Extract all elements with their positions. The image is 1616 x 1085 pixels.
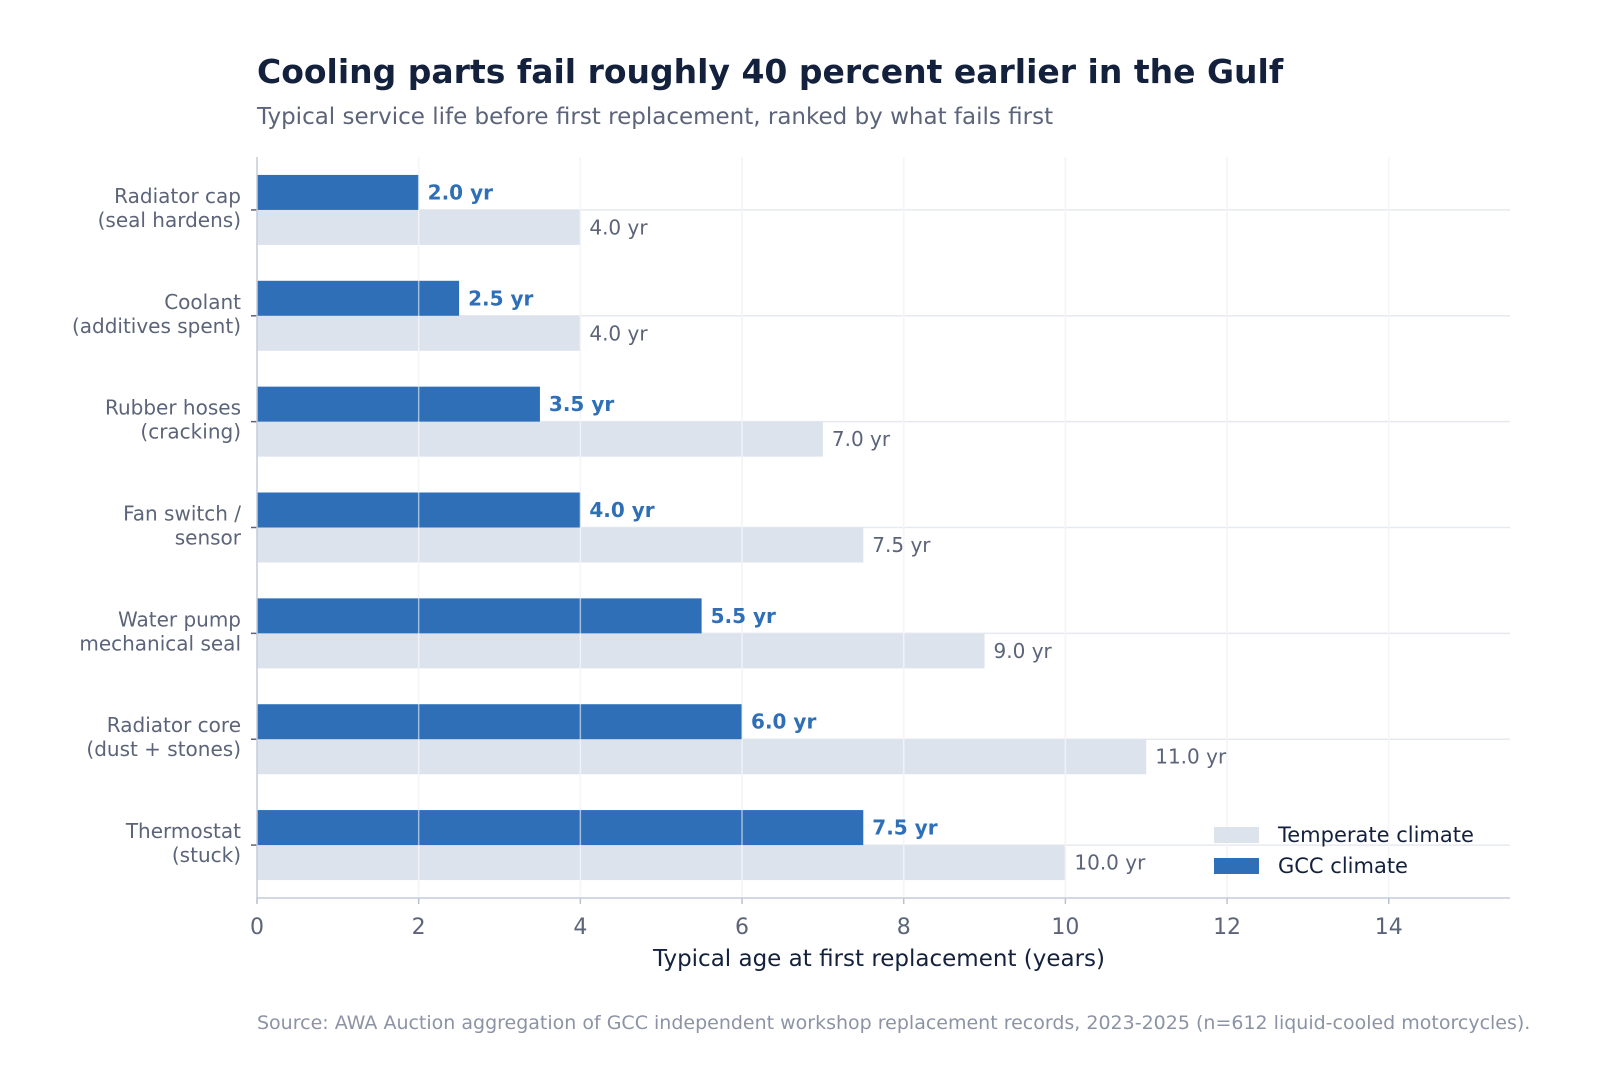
x-tick-label: 4 (573, 915, 587, 940)
category-label: Fan switch / sensor (123, 502, 242, 550)
x-tick-label: 6 (735, 915, 749, 940)
category-label: Radiator cap (seal hardens) (98, 184, 241, 232)
bar-temperate (257, 527, 864, 563)
x-axis-ticks: 0 2 4 6 8 10 12 14 (250, 915, 1403, 940)
chart-subtitle: Typical service life before first replac… (257, 104, 1054, 130)
bar-temperate (257, 739, 1147, 775)
bar-temperate (257, 633, 985, 669)
bar-gcc (257, 174, 419, 210)
bar-gcc (257, 280, 460, 316)
x-tick-label: 14 (1375, 915, 1403, 940)
legend: Temperate climate GCC climate (1214, 823, 1474, 878)
chart-title: Cooling parts fail roughly 40 percent ea… (257, 52, 1284, 91)
legend-label: GCC climate (1278, 854, 1408, 878)
axes (251, 157, 1510, 904)
bar-gcc (257, 598, 702, 634)
data-labels: 4.0 yr 2.0 yr 4.0 yr 2.5 yr 7.0 yr 3.5 yr 7.5 … (428, 180, 1227, 874)
bar-gcc (257, 386, 540, 422)
source-note: Source: AWA Auction aggregation of GCC i… (257, 1012, 1531, 1034)
category-label: Rubber hoses (cracking) (105, 396, 241, 444)
data-label-gcc: 7.5 yr (872, 816, 937, 840)
x-axis-label: Typical age at first replacement (years) (652, 946, 1105, 972)
data-label-gcc: 2.0 yr (428, 180, 493, 204)
data-label-temperate: 4.0 yr (589, 321, 648, 345)
bar-gcc (257, 810, 864, 846)
category-label: Thermostat (stuck) (125, 819, 241, 867)
y-axis-categories: Radiator cap (seal hardens) Coolant (additi… (72, 184, 242, 867)
data-label-temperate: 10.0 yr (1074, 851, 1146, 875)
x-tick-label: 10 (1051, 915, 1079, 940)
category-label: Radiator core (dust + stones) (86, 713, 241, 761)
data-label-gcc: 3.5 yr (549, 392, 614, 416)
data-label-gcc: 6.0 yr (751, 710, 816, 734)
data-label-temperate: 11.0 yr (1155, 745, 1227, 769)
data-label-gcc: 2.5 yr (468, 286, 533, 310)
x-tick-label: 0 (250, 915, 264, 940)
data-label-gcc: 5.5 yr (711, 604, 776, 628)
x-tick-label: 8 (897, 915, 911, 940)
bars (257, 157, 1390, 898)
bar-temperate (257, 421, 823, 457)
data-label-temperate: 7.0 yr (832, 427, 891, 451)
legend-label: Temperate climate (1277, 823, 1474, 847)
legend-swatch (1214, 858, 1259, 874)
data-label-gcc: 4.0 yr (589, 498, 654, 522)
x-tick-label: 2 (412, 915, 426, 940)
x-tick-label: 12 (1213, 915, 1241, 940)
data-label-temperate: 9.0 yr (994, 639, 1053, 663)
bar-temperate (257, 845, 1066, 881)
category-label: Coolant (additives spent) (72, 290, 241, 338)
bar-gcc (257, 704, 743, 740)
legend-swatch (1214, 827, 1259, 843)
data-label-temperate: 4.0 yr (589, 215, 648, 239)
category-label: Water pump mechanical seal (79, 607, 241, 655)
data-label-temperate: 7.5 yr (872, 533, 931, 557)
